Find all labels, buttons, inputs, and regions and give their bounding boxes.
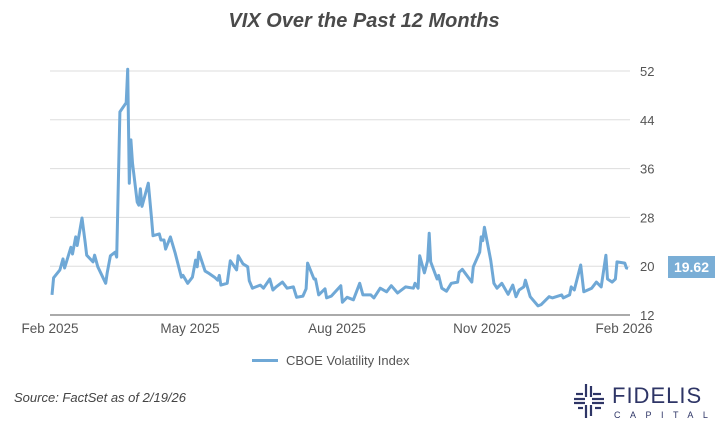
last-value-badge: 19.62 [668, 256, 715, 278]
legend-swatch [252, 359, 278, 362]
logo-subtitle: CAPITAL [614, 410, 717, 420]
x-tick-label: Aug 2025 [308, 321, 366, 336]
logo-mark-icon [574, 384, 604, 418]
y-tick-label: 44 [640, 113, 654, 128]
fidelis-logo: FIDELIS CAPITAL [574, 383, 717, 420]
x-tick-label: May 2025 [160, 321, 219, 336]
vix-series-line [50, 67, 629, 308]
y-tick-label: 12 [640, 308, 654, 323]
legend-label: CBOE Volatility Index [286, 353, 410, 368]
x-tick-label: Feb 2025 [21, 321, 78, 336]
y-tick-label: 52 [640, 64, 654, 79]
legend: CBOE Volatility Index [252, 353, 410, 368]
y-tick-label: 28 [640, 210, 654, 225]
chart-title: VIX Over the Past 12 Months [228, 10, 500, 32]
x-tick-label: Nov 2025 [453, 321, 511, 336]
y-tick-label: 20 [640, 259, 654, 274]
source-note: Source: FactSet as of 2/19/26 [14, 390, 186, 405]
x-tick-label: Feb 2026 [595, 321, 652, 336]
logo-wordmark: FIDELIS [612, 383, 702, 408]
y-tick-label: 36 [640, 162, 654, 177]
